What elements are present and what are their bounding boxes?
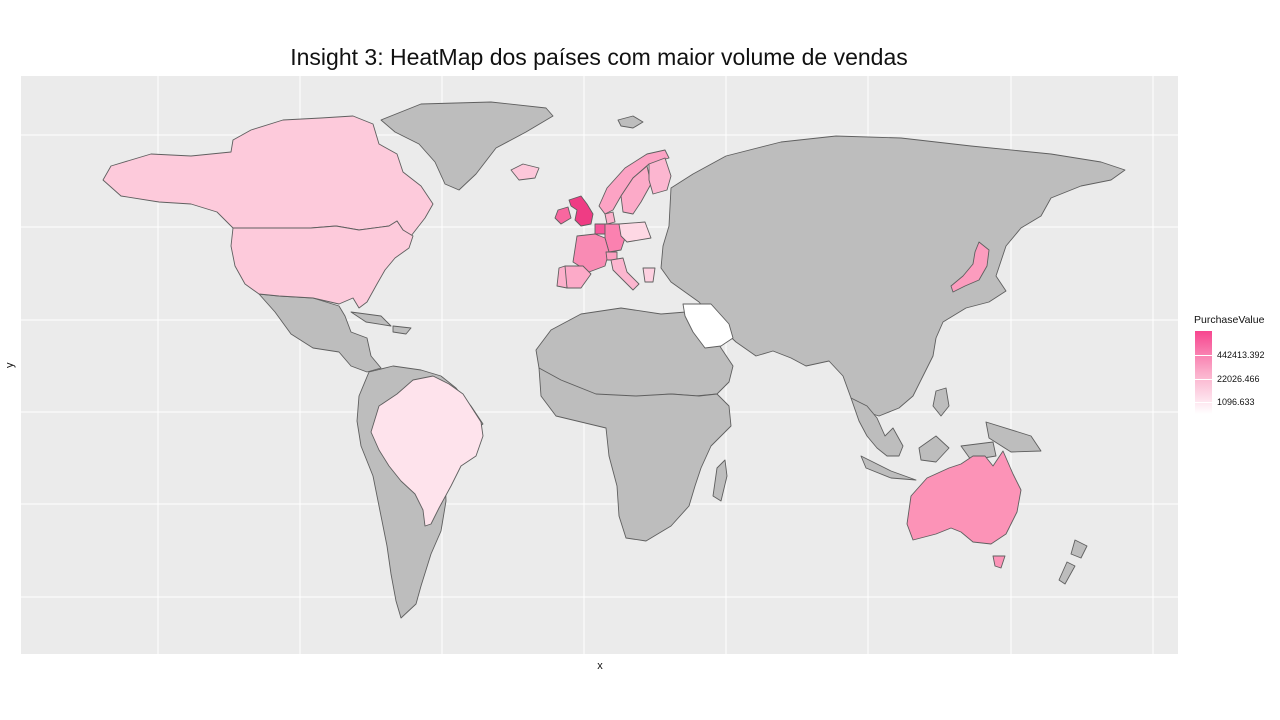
chart-title: Insight 3: HeatMap dos países com maior …: [290, 44, 908, 70]
legend-label-high: 442413.392: [1217, 350, 1265, 360]
map-panel: [21, 76, 1178, 654]
region-iceland: [510, 163, 540, 181]
region-philippines: [932, 387, 950, 417]
legend: PurchaseValue 442413.392 22026.466 1096.…: [1194, 314, 1278, 424]
region-svalbard: [617, 115, 644, 129]
region-greece: [642, 267, 656, 283]
region-saudi-arabia: [682, 303, 734, 349]
region-denmark: [604, 211, 616, 225]
x-axis-label: x: [597, 660, 603, 672]
region-caribbean: [350, 311, 412, 335]
region-united-kingdom: [568, 195, 594, 227]
region-indonesia: [860, 421, 1042, 481]
legend-tick: [1195, 379, 1212, 380]
region-switzerland: [605, 251, 618, 261]
legend-label-mid: 22026.466: [1217, 374, 1260, 384]
countries: [102, 101, 1126, 619]
region-poland: [618, 221, 652, 243]
region-italy: [610, 257, 640, 291]
region-sub-saharan-africa: [538, 367, 732, 542]
region-mexico-central-america: [258, 293, 382, 373]
region-greenland: [380, 101, 554, 191]
region-ireland: [554, 206, 572, 225]
region-united-states: [230, 220, 414, 309]
region-canada: [102, 115, 434, 237]
region-australia: [906, 450, 1022, 545]
region-portugal: [556, 265, 568, 289]
legend-colorbar: [1195, 331, 1212, 414]
legend-title: PurchaseValue: [1194, 314, 1265, 326]
legend-label-low: 1096.633: [1217, 397, 1255, 407]
y-axis-label-text: y: [4, 362, 16, 369]
legend-tick: [1195, 355, 1212, 356]
region-southeast-asia: [850, 397, 904, 457]
region-netherlands: [594, 223, 606, 235]
y-axis-label: y: [4, 352, 20, 376]
region-madagascar: [712, 459, 728, 502]
region-finland: [648, 157, 672, 195]
region-new-zealand: [1058, 539, 1088, 585]
region-sweden: [620, 165, 652, 215]
region-brazil: [370, 375, 484, 527]
legend-tick: [1195, 402, 1212, 403]
region-japan: [950, 241, 990, 293]
region-tasmania: [992, 555, 1006, 569]
